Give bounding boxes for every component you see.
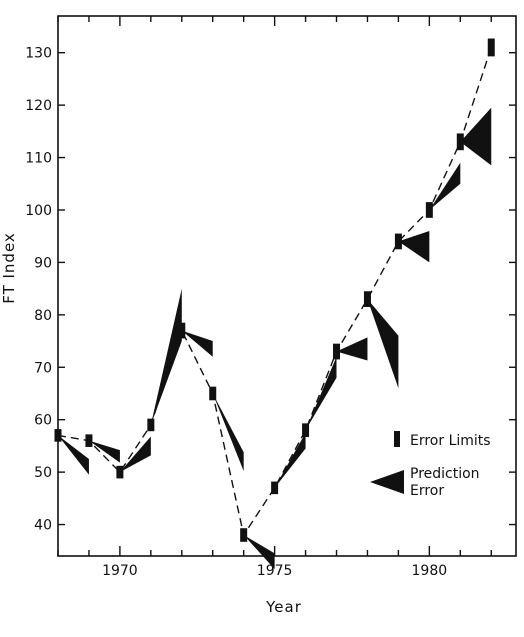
y-tick-label: 90 [34, 255, 52, 271]
y-tick-label: 130 [25, 46, 52, 62]
prediction-wedge [88, 440, 120, 463]
y-tick-label: 110 [25, 151, 52, 167]
dashed-index-line [57, 47, 492, 537]
x-axis-label: Year [265, 598, 302, 616]
prediction-wedge [243, 535, 275, 570]
error-bar [425, 202, 433, 218]
error-bar [333, 343, 341, 360]
x-tick-label: 1975 [257, 563, 293, 579]
prediction-wedges [58, 107, 492, 570]
y-tick-label: 50 [34, 465, 52, 481]
error-bar [54, 429, 62, 442]
legend-wedge-swatch [370, 470, 404, 494]
legend-bar-swatch [394, 431, 400, 447]
error-bar [394, 233, 402, 250]
prediction-wedge [150, 288, 182, 425]
y-tick-label: 120 [25, 98, 52, 114]
prediction-wedge [398, 230, 430, 263]
error-bars [54, 38, 495, 542]
error-bar [209, 386, 217, 401]
prediction-wedge [212, 393, 244, 472]
y-tick-label: 100 [25, 203, 52, 219]
y-tick-label: 70 [34, 360, 52, 376]
prediction-wedge [336, 337, 368, 361]
y-tick-label: 80 [34, 308, 52, 324]
error-bar [85, 434, 93, 447]
legend-label-error-limits: Error Limits [410, 433, 491, 449]
legend-label-prediction: Prediction [410, 466, 480, 482]
error-bar [456, 133, 464, 151]
x-tick-label: 1980 [412, 563, 448, 579]
error-bar [302, 423, 310, 437]
y-axis-label: FT Index [0, 232, 18, 304]
error-bar [363, 291, 371, 307]
plot-frame [57, 15, 517, 557]
prediction-wedge [305, 356, 337, 431]
prediction-wedge [429, 162, 461, 210]
error-bar [178, 322, 186, 339]
prediction-wedge [367, 299, 399, 389]
x-tick-label: 1970 [102, 563, 138, 579]
error-bar [116, 465, 124, 479]
error-bar [271, 481, 279, 495]
prediction-wedge [460, 107, 492, 166]
y-axis-ticks: 40 50 60 70 80 90 100 110 120 130 [25, 46, 516, 534]
error-bar [147, 418, 155, 432]
error-bar [240, 528, 248, 542]
prediction-wedge [119, 436, 151, 473]
prediction-wedge [181, 330, 213, 357]
y-tick-label: 60 [34, 413, 52, 429]
y-tick-label: 40 [34, 518, 52, 534]
x-axis-ticks: 1970 1975 1980 [57, 16, 492, 579]
index-line [57, 47, 492, 537]
legend-label-error: Error [410, 483, 444, 499]
prediction-wedge [58, 435, 89, 475]
error-bar [487, 38, 495, 57]
